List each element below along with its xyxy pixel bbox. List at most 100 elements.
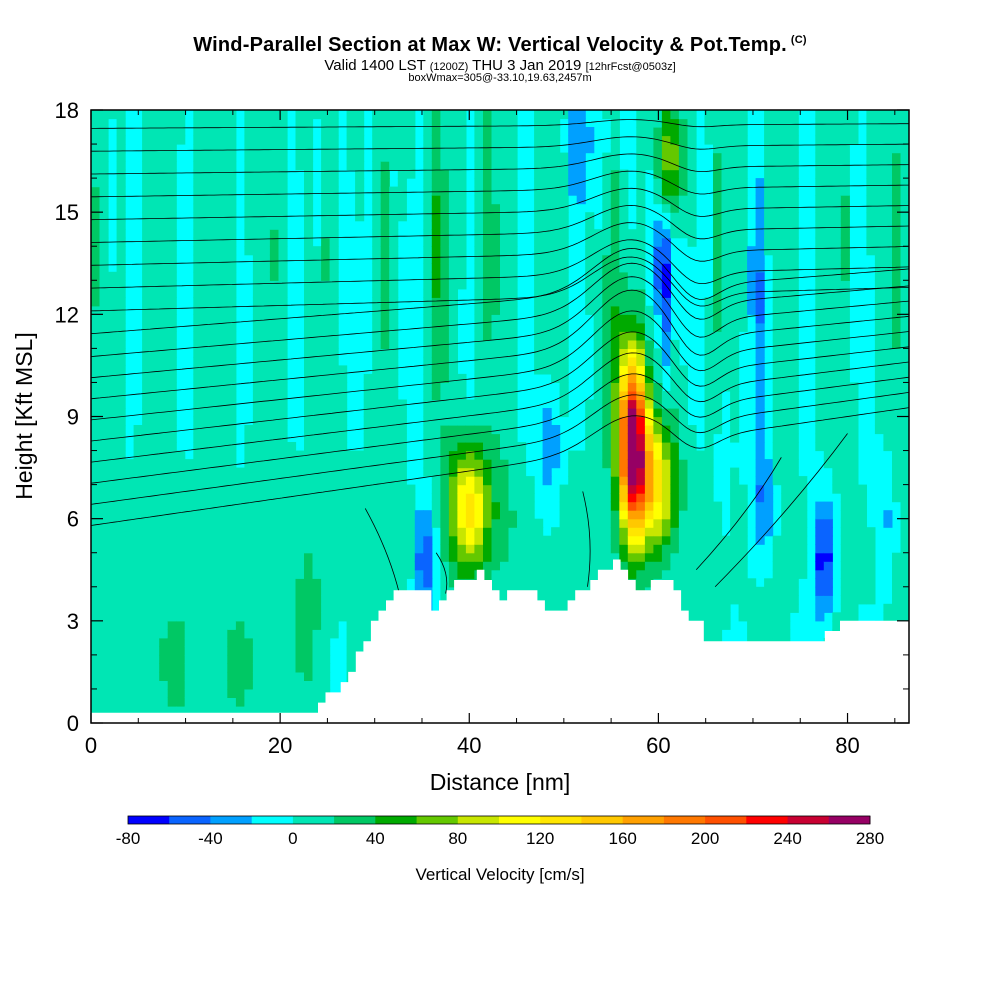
- field-cell: [483, 246, 493, 256]
- field-cell: [99, 161, 109, 171]
- field-cell: [312, 527, 322, 537]
- field-cell: [593, 535, 603, 545]
- field-cell: [252, 118, 262, 128]
- field-cell: [346, 620, 356, 630]
- field-cell: [542, 331, 552, 341]
- field-cell: [227, 391, 237, 401]
- field-cell: [261, 459, 271, 469]
- field-cell: [534, 110, 544, 120]
- field-cell: [252, 646, 262, 656]
- field-cell: [431, 246, 441, 256]
- field-cell: [670, 127, 680, 137]
- field-cell: [687, 169, 697, 179]
- field-cell: [644, 578, 654, 588]
- field-cell: [227, 356, 237, 366]
- field-cell: [619, 229, 629, 239]
- field-cell: [661, 203, 671, 213]
- field-cell: [261, 408, 271, 418]
- field-cell: [602, 203, 612, 213]
- field-cell: [551, 365, 561, 375]
- field-cell: [397, 552, 407, 562]
- field-cell: [696, 484, 706, 494]
- field-cell: [312, 450, 322, 460]
- field-cell: [210, 127, 220, 137]
- field-cell: [534, 118, 544, 128]
- field-cell: [448, 237, 458, 247]
- field-cell: [789, 603, 799, 613]
- field-cell: [355, 161, 365, 171]
- field-cell: [627, 305, 637, 315]
- field-cell: [636, 220, 646, 230]
- field-cell: [372, 254, 382, 264]
- field-cell: [125, 629, 135, 639]
- field-cell: [653, 544, 663, 554]
- field-cell: [602, 433, 612, 443]
- field-cell: [329, 118, 339, 128]
- field-cell: [287, 680, 297, 690]
- field-cell: [457, 399, 467, 409]
- field-cell: [789, 169, 799, 179]
- field-cell: [491, 476, 501, 486]
- field-cell: [184, 646, 194, 656]
- field-cell: [440, 356, 450, 366]
- field-cell: [747, 280, 757, 290]
- field-cell: [789, 322, 799, 332]
- field-cell: [619, 305, 629, 315]
- field-cell: [363, 612, 373, 622]
- field-cell: [244, 527, 254, 537]
- field-cell: [789, 595, 799, 605]
- field-cell: [764, 484, 774, 494]
- field-cell: [781, 467, 791, 477]
- field-cell: [517, 442, 527, 452]
- field-cell: [823, 288, 833, 298]
- field-cell: [329, 314, 339, 324]
- field-cell: [278, 186, 288, 196]
- field-cell: [431, 263, 441, 273]
- field-cell: [457, 169, 467, 179]
- field-cell: [423, 391, 433, 401]
- field-cell: [210, 297, 220, 307]
- field-cell: [91, 663, 101, 673]
- field-cell: [534, 237, 544, 247]
- field-cell: [483, 561, 493, 571]
- field-cell: [772, 629, 782, 639]
- field-cell: [244, 637, 254, 647]
- field-cell: [210, 569, 220, 579]
- field-cell: [269, 535, 279, 545]
- field-cell: [815, 391, 825, 401]
- field-cell: [619, 561, 629, 571]
- field-cell: [448, 552, 458, 562]
- field-cell: [372, 220, 382, 230]
- field-cell: [738, 229, 748, 239]
- field-cell: [423, 552, 433, 562]
- field-cell: [687, 484, 697, 494]
- field-cell: [687, 425, 697, 435]
- field-cell: [465, 416, 475, 426]
- field-cell: [551, 459, 561, 469]
- field-cell: [372, 408, 382, 418]
- field-cell: [815, 442, 825, 452]
- field-cell: [738, 144, 748, 154]
- field-cell: [798, 518, 808, 528]
- field-cell: [108, 280, 118, 290]
- field-cell: [568, 118, 578, 128]
- field-cell: [670, 569, 680, 579]
- field-cell: [823, 254, 833, 264]
- field-cell: [491, 161, 501, 171]
- field-cell: [304, 425, 314, 435]
- field-cell: [602, 442, 612, 452]
- field-cell: [559, 229, 569, 239]
- field-cell: [142, 271, 152, 281]
- field-cell: [278, 578, 288, 588]
- field-cell: [627, 433, 637, 443]
- field-cell: [142, 637, 152, 647]
- field-cell: [457, 373, 467, 383]
- field-cell: [116, 365, 126, 375]
- field-cell: [142, 314, 152, 324]
- field-cell: [218, 510, 228, 520]
- field-cell: [210, 467, 220, 477]
- field-cell: [193, 391, 203, 401]
- field-cell: [500, 510, 510, 520]
- field-cell: [210, 442, 220, 452]
- field-cell: [832, 484, 842, 494]
